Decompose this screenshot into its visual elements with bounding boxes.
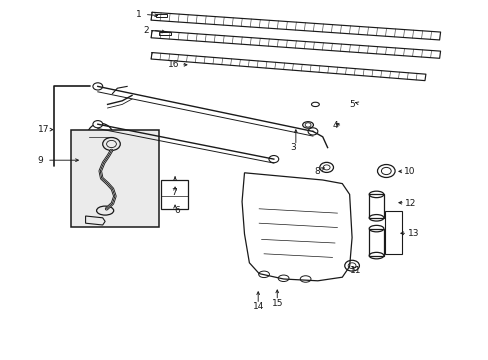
Bar [368,229,383,256]
Text: 13: 13 [407,230,418,239]
Text: 5: 5 [348,100,354,109]
Text: 14: 14 [252,302,264,311]
Text: 16: 16 [167,60,179,69]
Text: 4: 4 [331,122,337,130]
Text: 8: 8 [313,166,319,175]
Text: 15: 15 [271,299,283,307]
Bar [71,130,159,227]
Circle shape [93,83,102,90]
Text: 10: 10 [403,167,415,176]
Circle shape [93,121,102,128]
Bar [161,180,188,209]
Text: 9: 9 [37,156,43,165]
Text: 2: 2 [142,26,148,35]
Bar [368,194,383,218]
Circle shape [307,128,317,135]
Text: 1: 1 [135,10,141,19]
Circle shape [268,156,278,163]
Text: 12: 12 [404,199,416,208]
Bar [385,211,402,254]
Text: 3: 3 [290,143,296,152]
Bar [155,14,167,17]
Text: 7: 7 [171,188,177,197]
Text: 6: 6 [174,206,180,215]
Bar [159,32,171,35]
Text: 11: 11 [349,266,361,275]
Text: 17: 17 [38,125,50,134]
